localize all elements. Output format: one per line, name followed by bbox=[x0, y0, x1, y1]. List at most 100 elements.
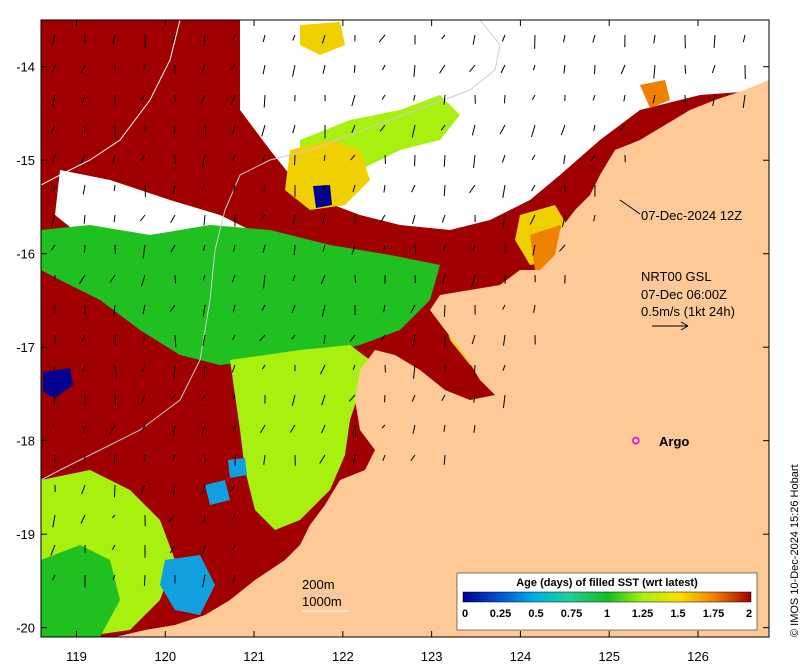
current-arrow bbox=[350, 154, 356, 161]
current-arrow bbox=[203, 34, 206, 48]
current-arrow bbox=[142, 304, 146, 315]
current-arrow bbox=[199, 394, 206, 402]
current-arrow bbox=[52, 34, 56, 45]
current-arrow bbox=[52, 424, 56, 429]
current-arrow bbox=[321, 214, 326, 225]
current-arrow bbox=[322, 184, 326, 190]
colorbar-gradient bbox=[462, 591, 752, 603]
current-arrow bbox=[411, 184, 416, 193]
current-arrow bbox=[232, 334, 236, 340]
colorbar-tick-label: 1.75 bbox=[703, 608, 724, 620]
australia-land bbox=[115, 80, 769, 637]
current-arrow bbox=[529, 214, 536, 225]
current-arrow bbox=[472, 244, 476, 251]
current-arrow bbox=[229, 484, 236, 492]
current-arrow bbox=[231, 574, 236, 584]
current-arrow bbox=[291, 334, 296, 340]
current-arrow bbox=[412, 214, 416, 225]
current-arrow bbox=[143, 574, 146, 586]
current-arrow bbox=[81, 484, 86, 495]
colorbar-tick-label: 0.75 bbox=[561, 608, 582, 620]
colorbar-ticks: 0 0.25 0.5 0.75 1 1.25 1.5 1.75 2 bbox=[462, 608, 752, 620]
colorbar-tick-label: 1 bbox=[604, 608, 610, 620]
current-arrow bbox=[469, 64, 476, 73]
current-arrow bbox=[50, 214, 56, 227]
sst-age-1-5-region bbox=[285, 140, 370, 210]
current-arrow bbox=[142, 334, 146, 345]
current-arrow bbox=[652, 94, 656, 104]
current-arrow bbox=[473, 154, 476, 168]
current-arrow bbox=[502, 334, 506, 346]
current-arrow bbox=[80, 64, 86, 74]
argo-label: Argo bbox=[659, 434, 689, 449]
current-arrow bbox=[378, 34, 386, 43]
current-arrow bbox=[201, 424, 206, 436]
timestamp-leader-line bbox=[619, 199, 641, 215]
current-arrow bbox=[560, 124, 566, 136]
current-arrow bbox=[261, 124, 266, 137]
colorbar-tick-label: 0.25 bbox=[490, 608, 511, 620]
current-arrow bbox=[742, 34, 746, 43]
x-tick-label: 122 bbox=[332, 649, 354, 664]
current-arrow bbox=[53, 454, 56, 463]
current-arrow bbox=[83, 214, 86, 224]
current-arrow bbox=[291, 394, 296, 406]
current-arrow bbox=[473, 364, 476, 376]
argo-float-marker bbox=[632, 436, 640, 445]
current-arrow bbox=[623, 94, 626, 102]
current-arrow bbox=[353, 64, 356, 73]
sst-age-1-region bbox=[41, 225, 440, 365]
current-arrow bbox=[263, 274, 266, 289]
current-arrow bbox=[263, 454, 266, 465]
current-arrow bbox=[532, 64, 536, 71]
current-arrow bbox=[593, 214, 596, 222]
current-arrow bbox=[232, 304, 236, 313]
current-arrow bbox=[413, 364, 416, 379]
current-arrow bbox=[231, 274, 236, 283]
current-arrow bbox=[202, 304, 206, 317]
current-arrow bbox=[653, 64, 656, 79]
current-arrow bbox=[202, 274, 206, 281]
current-arrow bbox=[51, 64, 56, 73]
current-arrow bbox=[500, 64, 506, 74]
current-arrow bbox=[80, 154, 86, 164]
current-arrow bbox=[442, 274, 446, 285]
current-arrow bbox=[259, 214, 266, 221]
current-arrow bbox=[231, 514, 236, 521]
current-arrow bbox=[83, 124, 86, 134]
current-arrow bbox=[263, 94, 266, 108]
current-arrow bbox=[230, 94, 236, 106]
current-arrow bbox=[233, 244, 236, 252]
current-arrow bbox=[351, 124, 356, 133]
current-arrow bbox=[443, 184, 446, 196]
sst-field bbox=[41, 20, 769, 637]
sst-age-0-5-patch-2 bbox=[228, 458, 247, 478]
current-arrow bbox=[291, 304, 296, 313]
current-arrow bbox=[259, 334, 266, 342]
isobath-1000m bbox=[41, 20, 181, 186]
current-arrow bbox=[383, 304, 386, 313]
current-arrow bbox=[169, 544, 176, 554]
current-arrow bbox=[469, 184, 476, 194]
current-arrow bbox=[320, 274, 326, 285]
current-arrow bbox=[414, 244, 417, 255]
current-arrow bbox=[592, 34, 596, 43]
current-arrow bbox=[473, 424, 476, 433]
current-arrow bbox=[380, 334, 386, 341]
current-arrow bbox=[532, 244, 536, 256]
current-arrow bbox=[323, 334, 326, 344]
current-arrow bbox=[109, 424, 116, 435]
current-arrow bbox=[201, 154, 206, 168]
current-arrow bbox=[439, 64, 446, 74]
current-arrow bbox=[319, 364, 326, 375]
current-arrow bbox=[531, 94, 536, 100]
current-source-label: NRT00 GSL bbox=[641, 269, 712, 284]
current-arrow bbox=[172, 184, 176, 195]
current-arrow bbox=[81, 334, 86, 342]
current-arrow bbox=[501, 34, 506, 42]
current-arrow bbox=[170, 244, 176, 253]
current-arrow bbox=[443, 304, 446, 317]
current-arrow bbox=[113, 184, 116, 192]
current-arrow bbox=[742, 94, 746, 109]
